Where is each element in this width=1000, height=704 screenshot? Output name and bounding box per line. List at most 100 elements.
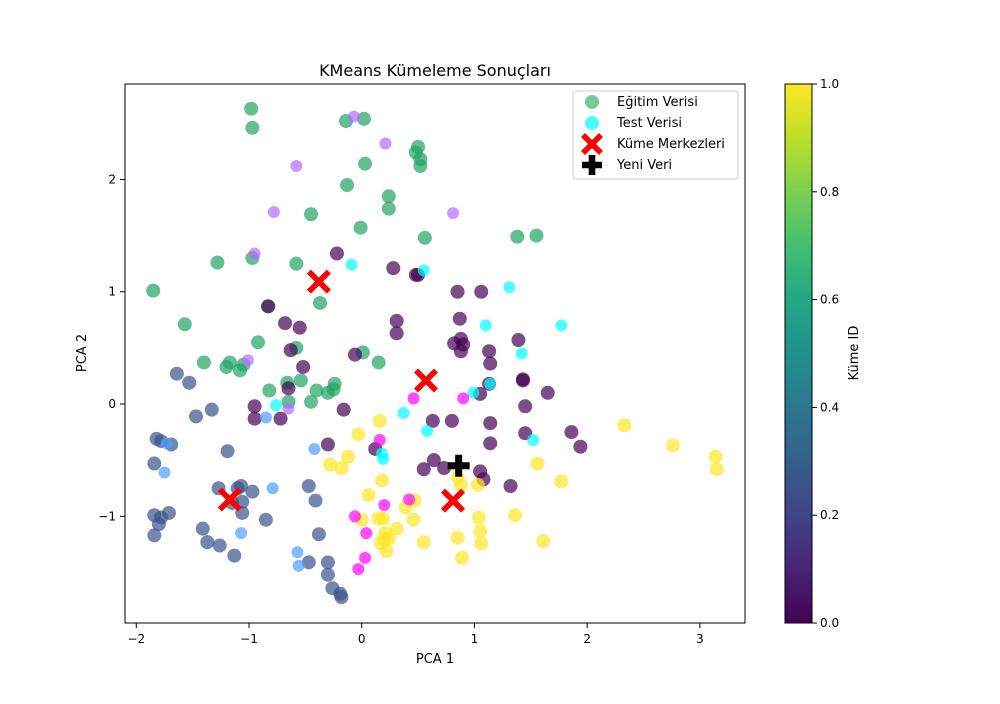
training-point <box>510 229 525 244</box>
training-point <box>483 356 498 371</box>
test-point <box>352 563 365 576</box>
plot-frame <box>124 83 746 624</box>
x-axis: −2 −1 0 1 2 3 <box>127 623 704 646</box>
training-point <box>452 311 467 326</box>
training-point <box>245 120 260 135</box>
training-point <box>195 521 210 536</box>
training-point <box>283 343 298 358</box>
training-point <box>564 425 579 440</box>
training-point <box>413 158 428 173</box>
legend-label: Küme Merkezleri <box>617 137 725 152</box>
training-point <box>289 256 304 271</box>
test-point <box>241 354 254 367</box>
training-point <box>518 399 533 414</box>
training-point <box>261 299 276 314</box>
colorbar-tick-label: 1.0 <box>820 77 839 91</box>
training-point <box>304 207 318 222</box>
training-point <box>381 201 396 216</box>
training-point <box>474 284 489 299</box>
training-point <box>347 347 362 362</box>
test-point <box>403 493 416 506</box>
legend-box <box>572 90 739 180</box>
training-point <box>334 590 349 605</box>
training-point <box>146 283 161 298</box>
training-point <box>515 373 530 388</box>
training-point <box>308 493 323 508</box>
training-point <box>617 418 632 433</box>
training-point <box>227 548 242 563</box>
training-point <box>470 477 485 492</box>
x-tick-label: −2 <box>127 632 145 646</box>
training-point <box>151 517 166 532</box>
training-point <box>296 359 311 374</box>
training-point <box>473 523 488 538</box>
legend-label: Yeni Veri <box>616 158 672 173</box>
colorbar-tick-label: 0.8 <box>820 185 839 199</box>
cluster-center-marker <box>413 368 438 393</box>
colorbar-label: Küme ID <box>847 326 862 381</box>
colorbar-tick-label: 0.4 <box>820 400 839 414</box>
training-point <box>356 111 371 126</box>
test-point <box>160 437 173 450</box>
training-point <box>708 449 723 464</box>
training-point <box>278 316 293 331</box>
training-point <box>169 366 184 381</box>
training-point <box>204 402 219 417</box>
training-point <box>554 474 569 489</box>
new-data-marker <box>447 454 470 477</box>
test-point <box>407 392 420 405</box>
training-point <box>309 383 324 398</box>
test-point <box>555 319 568 332</box>
test-point <box>345 258 358 271</box>
training-point <box>320 555 335 570</box>
legend-label: Test Verisi <box>616 116 682 131</box>
training-point <box>665 438 680 453</box>
test-point <box>484 377 497 390</box>
training-point <box>386 261 401 276</box>
test-point <box>282 402 295 415</box>
training-point <box>326 382 341 397</box>
training-point <box>353 220 368 235</box>
training-point <box>482 344 497 359</box>
test-point <box>359 551 372 564</box>
training-point <box>301 555 316 570</box>
training-point <box>530 456 545 471</box>
x-axis-label: PCA 1 <box>416 652 454 667</box>
training-point <box>406 512 421 527</box>
training-point <box>147 456 162 471</box>
cluster-center-marker <box>306 269 331 294</box>
training-point <box>200 535 215 550</box>
test-point <box>270 399 283 412</box>
training-point <box>450 530 465 545</box>
training-point <box>313 295 328 310</box>
training-point <box>177 317 192 332</box>
training-point <box>334 461 349 476</box>
test-point <box>308 442 321 455</box>
y-axis: −1 0 1 2 <box>98 172 125 523</box>
training-point <box>456 337 471 352</box>
training-point <box>358 156 373 171</box>
training-point <box>147 528 162 543</box>
training-point <box>247 411 262 426</box>
training-point <box>281 381 296 396</box>
training-point <box>320 437 335 452</box>
test-point <box>292 559 305 572</box>
y-tick-label: 0 <box>108 397 116 411</box>
test-point <box>457 392 470 405</box>
training-point <box>258 512 273 527</box>
training-point <box>320 567 335 582</box>
legend-marker <box>581 133 603 155</box>
training-point <box>389 313 404 328</box>
colorbar-gradient <box>784 83 813 624</box>
training-point <box>220 444 235 459</box>
training-point <box>408 145 423 160</box>
test-point <box>421 424 434 437</box>
test-point <box>158 466 171 479</box>
training-point <box>245 484 260 499</box>
training-point <box>323 457 338 472</box>
training-point <box>293 373 308 388</box>
training-point <box>536 534 551 549</box>
training-point <box>262 383 277 398</box>
training-point <box>450 284 465 299</box>
training-point <box>381 189 396 204</box>
